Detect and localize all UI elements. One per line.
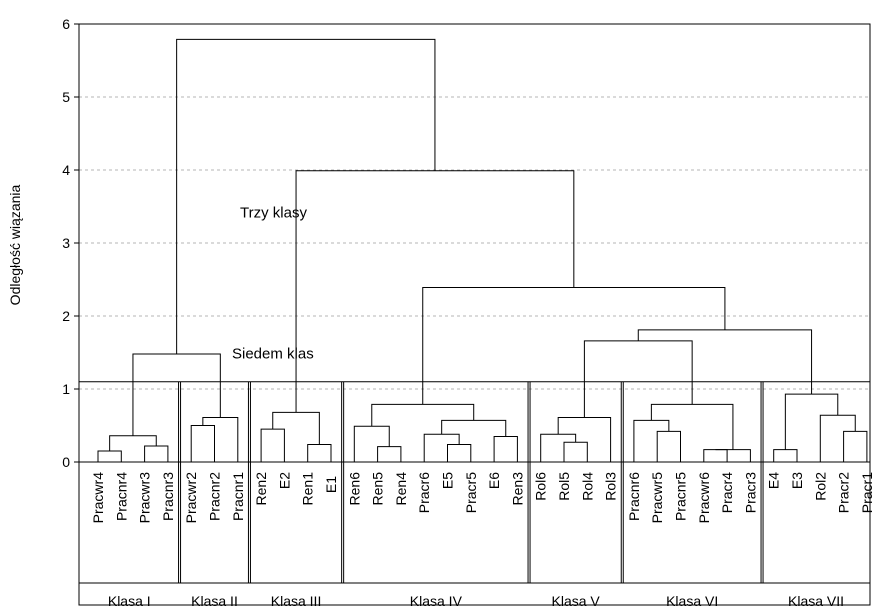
dendrogram-link bbox=[144, 445, 169, 462]
leaf-label: Pracnr5 bbox=[673, 472, 689, 521]
leaf-label: Pracwr6 bbox=[696, 472, 712, 524]
dendrogram-link bbox=[423, 433, 460, 462]
leaf-label: Pracwr4 bbox=[90, 472, 106, 524]
leaf-label: E4 bbox=[766, 472, 782, 489]
leaf-label: Pracnr3 bbox=[160, 472, 176, 521]
leaf-label: Ren2 bbox=[253, 472, 269, 506]
leaf-label: Ren1 bbox=[300, 472, 316, 506]
dendrogram-link bbox=[583, 340, 693, 418]
dendrogram-link bbox=[447, 443, 472, 462]
leaf-label: Pracr4 bbox=[719, 472, 735, 513]
leaf-labels: Pracwr4 Pracnr4 Pracwr3 Pracnr3 Pracwr2 Pracn… bbox=[90, 472, 875, 524]
y-tick-label: 2 bbox=[62, 308, 70, 324]
dendrogram-link bbox=[371, 403, 475, 427]
dendrogram-link bbox=[843, 430, 868, 462]
class-label: Klasa I bbox=[108, 593, 151, 609]
dendrogram-link bbox=[97, 450, 122, 462]
leaf-label: Ren6 bbox=[346, 472, 362, 506]
leaf-label: Pracnr2 bbox=[207, 472, 223, 521]
class-label: Klasa VI bbox=[666, 593, 718, 609]
dendrogram-link bbox=[176, 38, 436, 354]
class-label: Klasa II bbox=[191, 593, 238, 609]
dendrogram-link bbox=[540, 433, 577, 462]
leaf-label: Pracr3 bbox=[742, 472, 758, 513]
dendrogram-links bbox=[97, 38, 868, 462]
class-label: Klasa V bbox=[552, 593, 601, 609]
dendrogram-link bbox=[650, 403, 734, 450]
dendrogram-link bbox=[557, 416, 612, 462]
dendrogram-link bbox=[190, 425, 215, 462]
leaf-label: E3 bbox=[789, 472, 805, 489]
annotations: Trzy klasy Siedem klas bbox=[232, 204, 314, 362]
dendrogram-link bbox=[202, 416, 239, 462]
leaf-label: Pracnr4 bbox=[113, 472, 129, 521]
plot-border bbox=[78, 23, 871, 606]
annotation-label: Trzy klasy bbox=[240, 204, 307, 221]
dendrogram-link bbox=[260, 428, 285, 462]
leaf-label: Pracwr3 bbox=[137, 472, 153, 524]
dendrogram-link bbox=[784, 393, 839, 450]
y-tick-label: 4 bbox=[62, 162, 70, 178]
leaf-label: Rol6 bbox=[533, 472, 549, 501]
dendrogram-link bbox=[353, 425, 390, 462]
plot-frame bbox=[78, 23, 871, 606]
dendrogram-link bbox=[422, 287, 726, 405]
leaf-label: Pracr1 bbox=[859, 472, 875, 513]
dendrogram-link bbox=[656, 430, 681, 462]
leaf-label: Rol4 bbox=[579, 472, 595, 501]
grid-lines bbox=[79, 96, 870, 390]
leaf-label: Pracr2 bbox=[836, 472, 852, 513]
leaf-label: Ren5 bbox=[370, 472, 386, 506]
dendrogram-link bbox=[773, 449, 798, 462]
dendrogram-link bbox=[819, 414, 856, 462]
y-tick-label: 0 bbox=[62, 454, 70, 470]
dendrogram-link bbox=[377, 446, 402, 462]
y-axis-label: Odległość wiązania bbox=[7, 184, 23, 305]
annotation-label: Siedem klas bbox=[232, 345, 314, 362]
leaf-label: Pracnr6 bbox=[626, 472, 642, 521]
leaf-label: E1 bbox=[323, 476, 339, 493]
class-label: Klasa IV bbox=[410, 593, 463, 609]
dendrogram-link bbox=[307, 443, 332, 462]
dendrogram-link bbox=[272, 411, 320, 445]
dendrogram-link bbox=[633, 419, 670, 462]
leaf-label: Pracr5 bbox=[463, 472, 479, 513]
leaf-label: Rol2 bbox=[812, 472, 828, 501]
leaf-label: Ren3 bbox=[509, 472, 525, 506]
dendrogram-link bbox=[132, 353, 221, 436]
leaf-label: Pracwr5 bbox=[649, 472, 665, 524]
leaf-label: E2 bbox=[276, 472, 292, 489]
leaf-label: E5 bbox=[440, 472, 456, 489]
dendrogram-link bbox=[295, 170, 575, 413]
dendrogram-link bbox=[637, 329, 813, 395]
leaf-label: Pracwr2 bbox=[183, 472, 199, 524]
y-tick-label: 1 bbox=[62, 381, 70, 397]
y-tick-label: 6 bbox=[62, 16, 70, 32]
dendrogram-link bbox=[703, 449, 728, 462]
leaf-label: Pracnr1 bbox=[230, 472, 246, 521]
leaf-label: Ren4 bbox=[393, 472, 409, 506]
leaf-label: Rol5 bbox=[556, 472, 572, 501]
leaf-label: E6 bbox=[486, 472, 502, 489]
dendrogram-link bbox=[109, 435, 157, 452]
y-tick-label: 5 bbox=[62, 89, 70, 105]
dendrogram-link bbox=[715, 449, 751, 462]
dendrogram-link bbox=[563, 441, 588, 462]
leaf-label: Rol3 bbox=[603, 472, 619, 501]
y-tick-label: 3 bbox=[62, 235, 70, 251]
class-label: Klasa III bbox=[271, 593, 322, 609]
leaf-label: Pracr6 bbox=[416, 472, 432, 513]
y-axis: 0 1 2 3 4 5 6 bbox=[62, 16, 79, 470]
class-label: Klasa VII bbox=[788, 593, 844, 609]
dendrogram-link bbox=[493, 435, 518, 462]
class-groups: Klasa I Klasa II Klasa III Klasa IV Klasa V K… bbox=[108, 381, 844, 609]
